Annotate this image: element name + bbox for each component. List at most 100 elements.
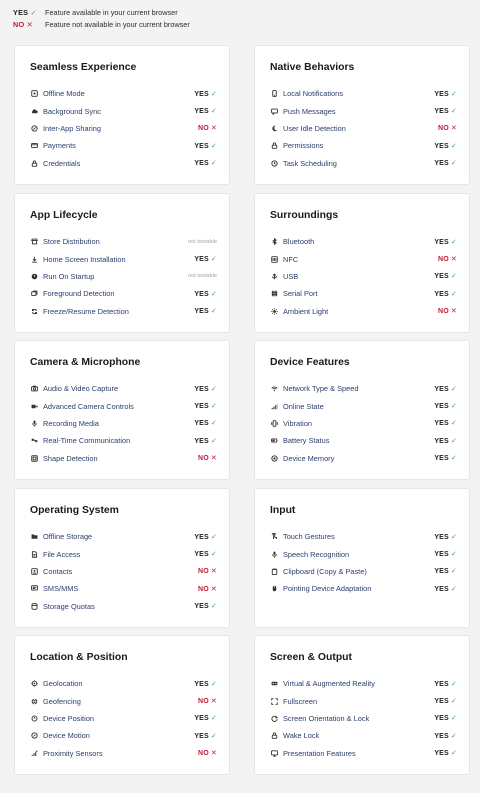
card-title: Seamless Experience — [30, 62, 137, 73]
check-icon: ✓ — [210, 732, 217, 740]
check-icon: ✓ — [450, 455, 457, 463]
orientation-icon — [270, 714, 278, 722]
status-text: YES — [194, 680, 209, 688]
status-badge: NO ✕ — [198, 567, 217, 575]
status-text: NO — [198, 125, 209, 133]
feature-name: Real-Time Communication — [43, 436, 131, 446]
status-text: YES — [434, 160, 449, 168]
card-title: Screen & Output — [270, 652, 352, 663]
status-text: NO — [438, 125, 449, 133]
feature-row-proximity-sensors: Proximity Sensors NO ✕ — [30, 745, 217, 762]
feature-row-geofencing: Geofencing NO ✕ — [30, 692, 217, 709]
status-badge: YES ✓ — [434, 402, 457, 410]
feature-name: Geolocation — [43, 679, 83, 689]
cloud-sync-icon — [30, 107, 38, 115]
status-text: YES — [434, 455, 449, 463]
check-icon: ✓ — [450, 160, 457, 168]
status-text: YES — [194, 403, 209, 411]
check-icon: ✓ — [450, 142, 457, 150]
feature-row-online-state: Online State YES ✓ — [270, 397, 457, 414]
feature-row-push-messages: Push Messages YES ✓ — [270, 102, 457, 119]
check-icon: ✓ — [210, 603, 217, 611]
feature-name: Freeze/Resume Detection — [43, 306, 129, 316]
status-badge: NO ✕ — [198, 124, 217, 132]
card-title: Surroundings — [270, 210, 339, 221]
feature-name: Bluetooth — [283, 237, 315, 247]
feature-name: Device Memory — [283, 453, 335, 463]
store-icon — [30, 238, 38, 246]
check-icon: ✓ — [210, 108, 217, 116]
feature-row-foreground-detection: Foreground Detection YES ✓ — [30, 285, 217, 302]
clipboard-icon — [270, 567, 278, 575]
check-icon: ✓ — [450, 273, 457, 281]
status-text: YES — [434, 142, 449, 150]
card-title: Operating System — [30, 505, 119, 516]
status-text: YES — [194, 108, 209, 116]
feature-row-task-scheduling: Task Scheduling YES ✓ — [270, 155, 457, 172]
status-text: NO — [438, 256, 449, 264]
feature-name: Online State — [283, 401, 324, 411]
status-text: YES — [194, 715, 209, 723]
status-text: YES — [434, 585, 449, 593]
memory-icon — [270, 454, 278, 462]
feature-name: Local Notifications — [283, 89, 343, 99]
fullscreen-icon — [270, 697, 278, 705]
status-badge: YES ✓ — [194, 142, 217, 150]
mouse-icon — [270, 585, 278, 593]
status-text: NO — [198, 698, 209, 706]
feature-name: Home Screen Installation — [43, 254, 126, 264]
check-icon: ✓ — [210, 680, 217, 688]
feature-name: File Access — [43, 549, 81, 559]
feature-row-touch-gestures: Touch Gestures YES ✓ — [270, 528, 457, 545]
card-title: Native Behaviors — [270, 62, 355, 73]
feature-row-screen-orientation-lock: Screen Orientation & Lock YES ✓ — [270, 710, 457, 727]
check-icon: ✓ — [210, 533, 217, 541]
feature-row-freeze-resume-detection: Freeze/Resume Detection YES ✓ — [30, 303, 217, 320]
status-badge: YES ✓ — [434, 90, 457, 98]
check-icon: ✓ — [450, 90, 457, 98]
card-camera-microphone: Camera & Microphone Audio & Video Captur… — [14, 340, 230, 480]
card-location-position: Location & Position Geolocation YES ✓ Geofe… — [14, 635, 230, 775]
signal-icon — [270, 402, 278, 410]
feature-name: NFC — [283, 254, 299, 264]
feature-name: Speech Recognition — [283, 549, 350, 559]
check-icon: ✓ — [450, 533, 457, 541]
feature-name: Screen Orientation & Lock — [283, 713, 370, 723]
card-title: Location & Position — [30, 652, 128, 663]
feature-row-usb: USB YES ✓ — [270, 268, 457, 285]
check-icon: ✓ — [450, 551, 457, 559]
status-badge: YES ✓ — [434, 585, 457, 593]
feature-row-nfc: NFC NO ✕ — [270, 250, 457, 267]
compass-icon — [30, 732, 38, 740]
status-badge: YES ✓ — [194, 307, 217, 315]
proximity-icon — [30, 749, 38, 757]
rotate-icon — [30, 714, 38, 722]
feature-name: Wake Lock — [283, 731, 320, 741]
status-badge: YES ✓ — [194, 714, 217, 722]
check-icon: ✓ — [450, 385, 457, 393]
feature-row-speech-recognition: Speech Recognition YES ✓ — [270, 545, 457, 562]
legend-no-text: Feature not available in your current br… — [45, 19, 190, 29]
feature-name: Shape Detection — [43, 453, 98, 463]
check-icon: ✓ — [450, 403, 457, 411]
battery-icon — [270, 437, 278, 445]
feature-row-local-notifications: Local Notifications YES ✓ — [270, 85, 457, 102]
status-badge: YES ✓ — [194, 402, 217, 410]
status-badge: YES ✓ — [434, 567, 457, 575]
check-icon: ✓ — [450, 437, 457, 445]
feature-row-storage-quotas: Storage Quotas YES ✓ — [30, 598, 217, 615]
card-device-features: Device Features Network Type & Speed YES ✓… — [254, 340, 470, 480]
status-badge: YES ✓ — [434, 680, 457, 688]
status-badge: NO ✕ — [438, 255, 457, 263]
microphone-icon — [270, 550, 278, 558]
database-icon — [30, 602, 38, 610]
feature-row-device-position: Device Position YES ✓ — [30, 710, 217, 727]
status-text: YES — [194, 90, 209, 98]
legend: YES ✓ Feature available in your current … — [13, 7, 190, 30]
status-text: YES — [434, 437, 449, 445]
feature-row-shape-detection: Shape Detection NO ✕ — [30, 450, 217, 467]
feature-row-clipboard-copy-paste: Clipboard (Copy & Paste) YES ✓ — [270, 563, 457, 580]
serial-icon — [270, 290, 278, 298]
moon-icon — [270, 124, 278, 132]
status-badge: YES ✓ — [434, 714, 457, 722]
